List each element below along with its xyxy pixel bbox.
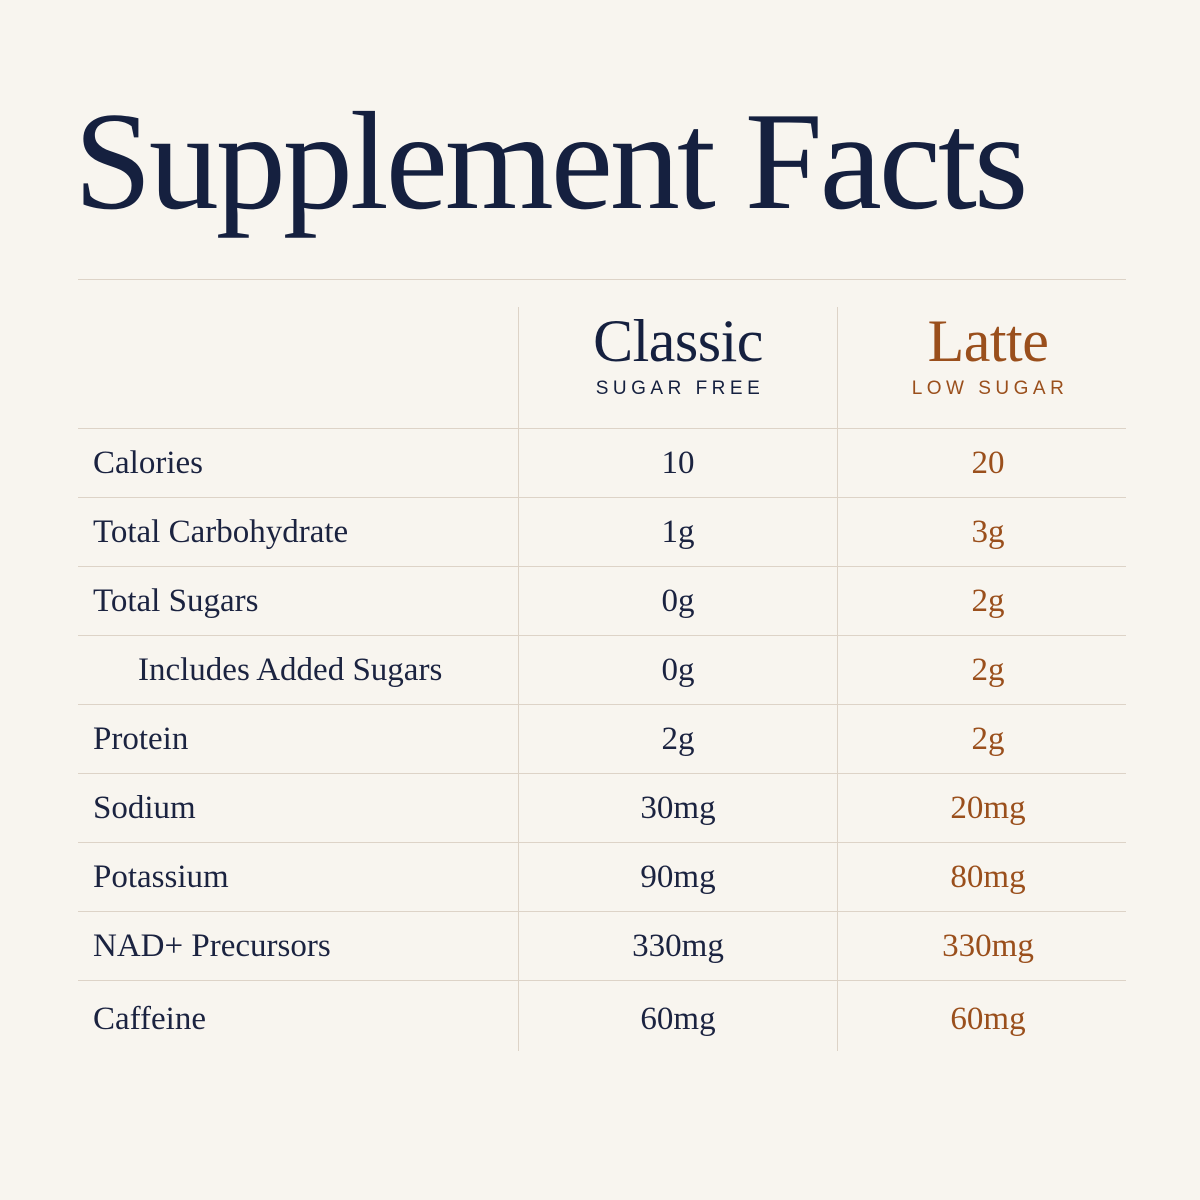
latte-value: 60mg [950, 1000, 1026, 1037]
classic-value: 330mg [632, 927, 724, 964]
column-name-latte: Latte [927, 308, 1049, 374]
classic-value: 2g [661, 720, 695, 757]
row-label: Protein [93, 720, 189, 757]
table-row: Total Carbohydrate 1g 3g [78, 497, 1126, 566]
column-header-classic: Classic SUGAR FREE [519, 306, 837, 400]
row-label: Total Sugars [93, 582, 259, 619]
row-label: Caffeine [93, 1000, 207, 1037]
column-subtitle-classic: SUGAR FREE [595, 378, 765, 399]
title-divider [78, 279, 1126, 280]
column-divider-latte [837, 307, 838, 1051]
row-label: NAD+ Precursors [93, 927, 331, 964]
column-subtitle-latte: LOW SUGAR [911, 378, 1069, 399]
row-label: Calories [93, 444, 203, 481]
latte-value: 2g [971, 582, 1005, 619]
column-header-latte: Latte LOW SUGAR [838, 306, 1138, 400]
row-label: Total Carbohydrate [93, 513, 349, 550]
row-label: Sodium [93, 789, 196, 826]
classic-value: 30mg [640, 789, 716, 826]
row-label: Includes Added Sugars [138, 651, 443, 688]
latte-value: 2g [971, 720, 1005, 757]
table-row: Total Sugars 0g 2g [78, 566, 1126, 635]
latte-value: 330mg [942, 927, 1034, 964]
column-divider-classic [518, 307, 519, 1051]
table-row: Sodium 30mg 20mg [78, 773, 1126, 842]
classic-value: 0g [661, 651, 695, 688]
classic-value: 0g [661, 582, 695, 619]
classic-value: 10 [661, 444, 695, 481]
classic-value: 60mg [640, 1000, 716, 1037]
classic-value: 1g [661, 513, 695, 550]
facts-table: Calories 10 20 Total Carbohydrate 1g 3g … [78, 428, 1126, 1057]
table-row: Potassium 90mg 80mg [78, 842, 1126, 911]
table-row: Includes Added Sugars 0g 2g [78, 635, 1126, 704]
column-name-classic: Classic [593, 308, 763, 374]
latte-value: 20 [971, 444, 1005, 481]
latte-value: 80mg [950, 858, 1026, 895]
latte-value: 3g [971, 513, 1005, 550]
page-title: Supplement Facts [74, 84, 1028, 239]
table-row: Caffeine 60mg 60mg [78, 980, 1126, 1057]
row-label: Potassium [93, 858, 229, 895]
latte-value: 20mg [950, 789, 1026, 826]
latte-value: 2g [971, 651, 1005, 688]
table-row: NAD+ Precursors 330mg 330mg [78, 911, 1126, 980]
table-row: Calories 10 20 [78, 428, 1126, 497]
classic-value: 90mg [640, 858, 716, 895]
table-row: Protein 2g 2g [78, 704, 1126, 773]
